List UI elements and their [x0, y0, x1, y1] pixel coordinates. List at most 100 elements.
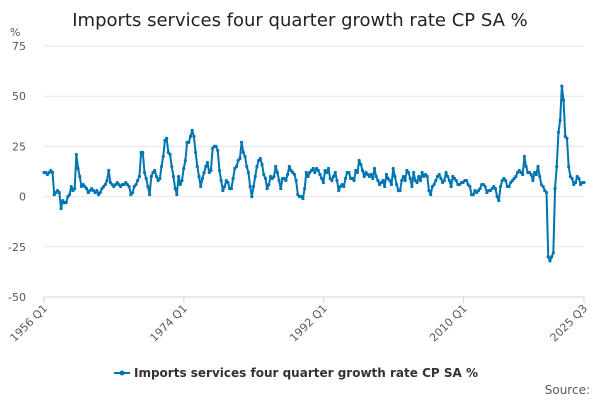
data-point[interactable] [558, 118, 562, 122]
data-point[interactable] [243, 154, 247, 159]
data-point[interactable] [359, 162, 363, 167]
data-point[interactable] [73, 186, 77, 191]
data-point[interactable] [371, 176, 375, 181]
data-point[interactable] [565, 136, 569, 140]
data-point[interactable] [202, 170, 206, 175]
data-point[interactable] [330, 178, 334, 183]
data-point[interactable] [216, 148, 220, 153]
data-point[interactable] [287, 164, 291, 169]
data-point[interactable] [384, 172, 388, 177]
data-point[interactable] [294, 178, 298, 183]
data-point[interactable] [205, 160, 210, 165]
data-point[interactable] [432, 182, 436, 187]
data-point[interactable] [141, 150, 145, 155]
data-point[interactable] [171, 174, 176, 179]
data-point[interactable] [412, 170, 416, 175]
data-point[interactable] [529, 172, 533, 177]
data-point[interactable] [190, 128, 194, 132]
data-point[interactable] [352, 178, 356, 183]
data-point[interactable] [175, 192, 179, 197]
data-point[interactable] [447, 178, 452, 183]
data-point[interactable] [497, 199, 501, 203]
data-point[interactable] [245, 164, 249, 169]
data-point[interactable] [159, 164, 164, 169]
data-point[interactable] [400, 178, 404, 183]
data-point[interactable] [446, 174, 450, 179]
data-point[interactable] [251, 184, 256, 189]
data-point[interactable] [538, 174, 542, 179]
data-point[interactable] [142, 170, 147, 175]
data-point[interactable] [165, 136, 169, 140]
data-point[interactable] [275, 170, 279, 175]
data-point[interactable] [395, 182, 399, 187]
data-point[interactable] [98, 190, 102, 195]
data-point[interactable] [548, 259, 552, 263]
data-point[interactable] [250, 195, 254, 199]
data-point[interactable] [493, 186, 498, 191]
data-point[interactable] [204, 164, 208, 169]
data-point[interactable] [279, 186, 283, 191]
data-point[interactable] [498, 184, 503, 189]
data-point[interactable] [304, 170, 308, 175]
data-point[interactable] [374, 174, 378, 179]
data-point[interactable] [362, 174, 366, 179]
data-point[interactable] [553, 186, 557, 191]
data-point[interactable] [154, 174, 159, 179]
data-point[interactable] [229, 186, 233, 191]
data-point[interactable] [311, 166, 315, 171]
data-point[interactable] [188, 134, 193, 138]
data-point[interactable] [381, 178, 385, 183]
data-point[interactable] [168, 152, 172, 157]
data-point[interactable] [316, 168, 320, 173]
data-point[interactable] [134, 182, 138, 187]
data-point[interactable] [551, 251, 555, 255]
data-point[interactable] [240, 140, 244, 144]
data-point[interactable] [136, 178, 140, 183]
data-point[interactable] [231, 176, 235, 181]
data-point[interactable] [355, 170, 360, 175]
data-point[interactable] [222, 184, 227, 189]
data-point[interactable] [238, 156, 242, 161]
data-point[interactable] [234, 164, 239, 169]
data-point[interactable] [401, 174, 406, 179]
data-point[interactable] [437, 172, 441, 177]
data-point[interactable] [313, 170, 317, 175]
data-point[interactable] [262, 172, 266, 177]
data-point[interactable] [158, 176, 162, 181]
data-point[interactable] [504, 178, 508, 183]
data-point[interactable] [544, 190, 549, 195]
data-point[interactable] [483, 184, 487, 189]
data-point[interactable] [260, 162, 264, 167]
data-point[interactable] [449, 184, 453, 189]
data-point[interactable] [265, 186, 269, 191]
data-point[interactable] [292, 172, 297, 177]
data-point[interactable] [403, 178, 407, 183]
legend[interactable]: Imports services four quarter growth rat… [114, 366, 478, 380]
data-point[interactable] [248, 184, 252, 189]
data-point[interactable] [161, 154, 165, 159]
data-point[interactable] [582, 180, 586, 185]
data-point[interactable] [76, 166, 80, 171]
data-point[interactable] [555, 164, 559, 169]
data-point[interactable] [301, 197, 305, 201]
data-point[interactable] [389, 182, 394, 187]
data-point[interactable] [246, 170, 251, 175]
data-point[interactable] [170, 164, 174, 169]
data-point[interactable] [103, 182, 107, 187]
data-point[interactable] [321, 180, 325, 185]
data-point[interactable] [429, 192, 433, 197]
data-point[interactable] [570, 176, 574, 181]
data-point[interactable] [274, 164, 278, 169]
data-point[interactable] [253, 174, 257, 179]
data-point[interactable] [74, 152, 78, 157]
data-point[interactable] [50, 170, 55, 175]
data-point[interactable] [521, 172, 525, 177]
data-point[interactable] [393, 174, 397, 179]
data-point[interactable] [514, 174, 518, 179]
data-point[interactable] [306, 174, 310, 179]
data-point[interactable] [442, 178, 446, 183]
data-point[interactable] [105, 178, 109, 183]
data-point[interactable] [267, 182, 271, 187]
data-point[interactable] [342, 184, 346, 189]
data-point[interactable] [391, 166, 395, 171]
